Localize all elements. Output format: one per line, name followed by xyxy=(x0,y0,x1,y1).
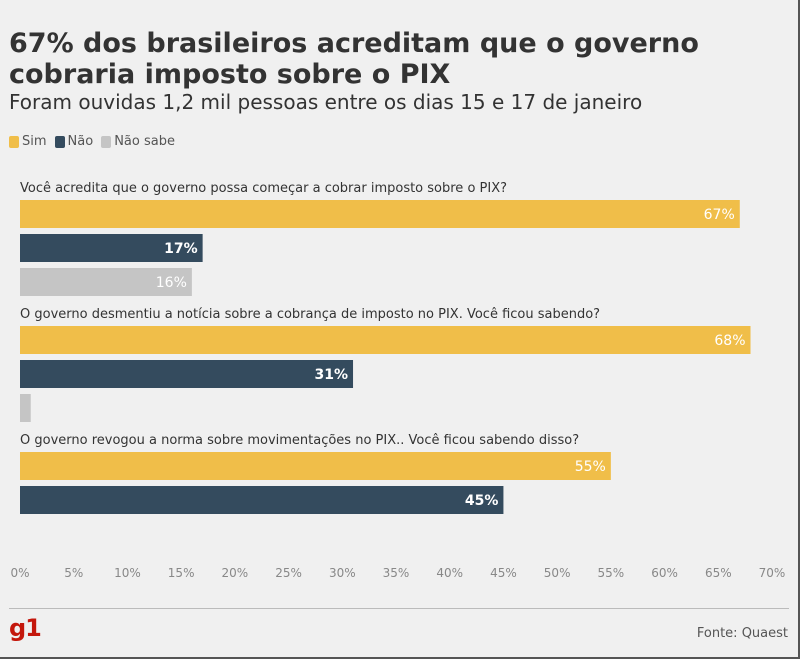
x-tick-label: 45% xyxy=(490,566,517,580)
bar xyxy=(20,234,203,262)
question-label: O governo desmentiu a notícia sobre a co… xyxy=(20,307,600,322)
x-tick-label: 60% xyxy=(651,566,678,580)
data-label: 55% xyxy=(575,459,606,475)
data-label: 31% xyxy=(315,367,349,383)
legend-label-nao: Não xyxy=(67,134,94,149)
legend-swatch-sim xyxy=(9,135,19,148)
x-tick-label: 25% xyxy=(275,566,302,580)
legend-swatch-nao xyxy=(54,135,65,148)
x-tick-label: 30% xyxy=(329,566,356,580)
x-tick-label: 15% xyxy=(168,566,195,580)
legend-swatch-nao-sabe xyxy=(101,135,112,148)
chart-subtitle: Foram ouvidas 1,2 mil pessoas entre os d… xyxy=(9,90,643,114)
legend-item-nao: Não xyxy=(54,134,94,149)
source-note: Fonte: Quaest xyxy=(696,626,788,641)
question-label: Você acredita que o governo possa começa… xyxy=(20,181,507,196)
data-label: 67% xyxy=(704,207,735,223)
data-label: 16% xyxy=(156,275,187,291)
chart-title: 67% dos brasileiros acreditam que o gove… xyxy=(9,28,699,90)
data-label: 68% xyxy=(714,333,745,349)
x-tick-label: 50% xyxy=(544,566,571,580)
legend-item-nao-sabe: Não sabe xyxy=(101,134,175,149)
g1-logo: g1 xyxy=(9,614,42,642)
bar xyxy=(20,394,31,422)
legend-label-sim: Sim xyxy=(22,134,47,149)
question-label: O governo revogou a norma sobre moviment… xyxy=(20,433,579,448)
bar xyxy=(20,268,192,296)
x-tick-label: 70% xyxy=(759,566,786,580)
legend: Sim Não Não sabe xyxy=(9,134,175,149)
bar xyxy=(20,200,740,228)
legend-label-nao-sabe: Não sabe xyxy=(114,134,175,149)
x-tick-label: 40% xyxy=(436,566,463,580)
x-tick-label: 35% xyxy=(383,566,410,580)
data-label: 45% xyxy=(465,493,499,509)
data-label: 17% xyxy=(164,241,198,257)
x-tick-label: 5% xyxy=(64,566,83,580)
bar xyxy=(20,326,751,354)
x-tick-label: 55% xyxy=(598,566,625,580)
bar xyxy=(20,486,504,514)
x-tick-label: 0% xyxy=(10,566,29,580)
x-tick-label: 20% xyxy=(222,566,249,580)
x-tick-label: 65% xyxy=(705,566,732,580)
legend-item-sim: Sim xyxy=(9,134,47,149)
bar xyxy=(20,452,611,480)
footer-divider xyxy=(9,608,789,609)
bar xyxy=(20,360,354,388)
x-tick-label: 10% xyxy=(114,566,141,580)
bar-chart: Você acredita que o governo possa começa… xyxy=(10,181,786,580)
